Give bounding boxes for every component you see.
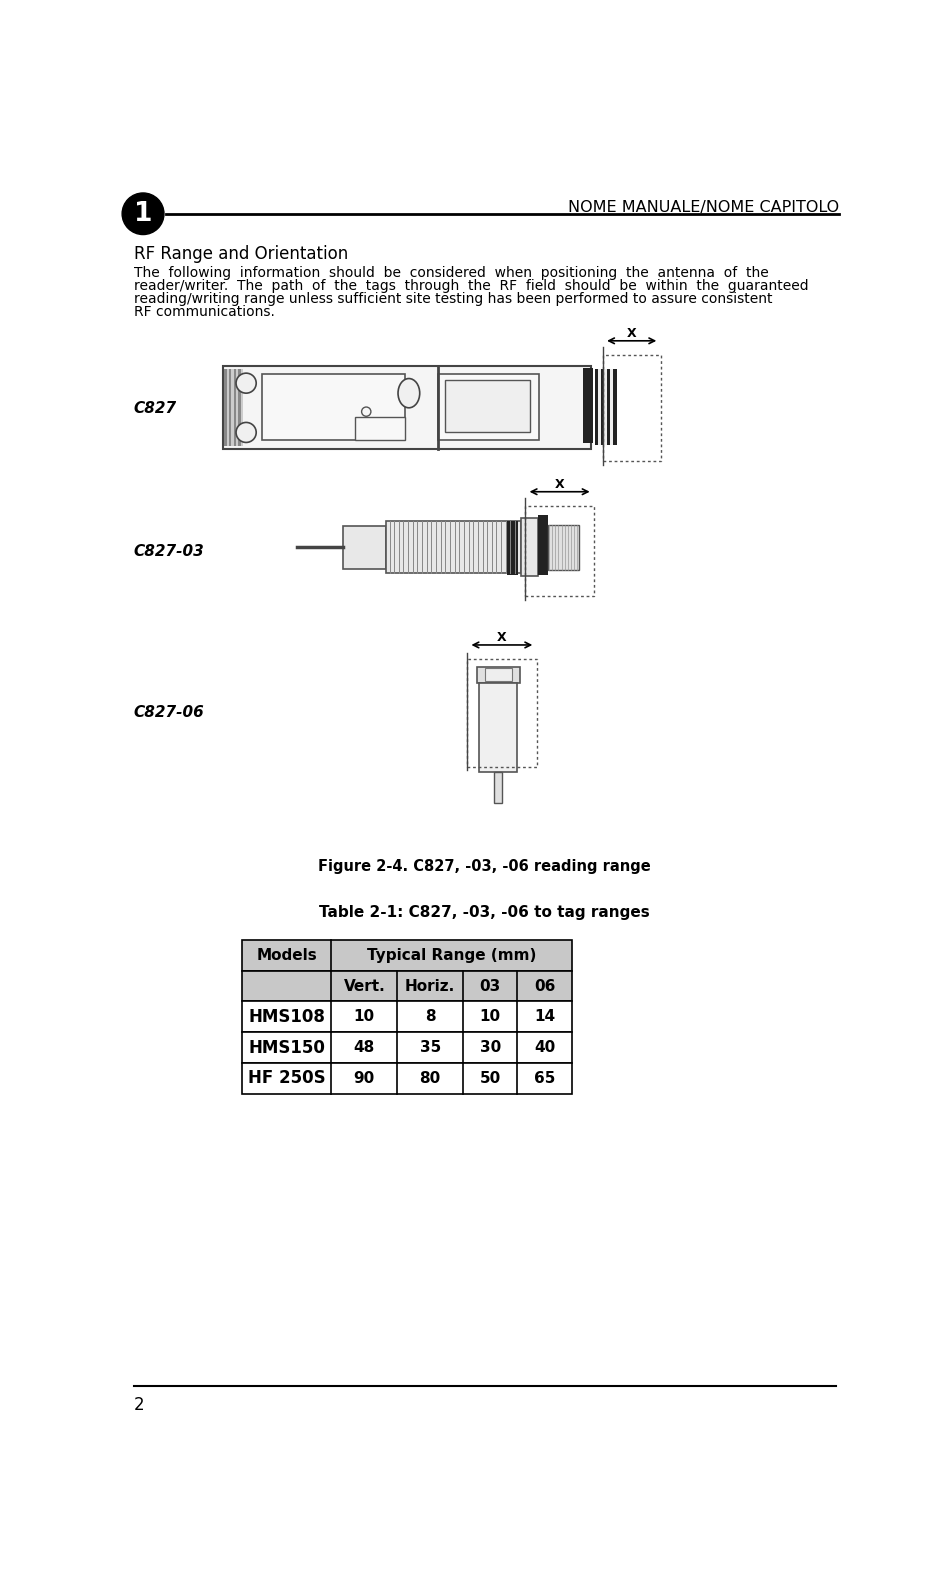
Text: HMS108: HMS108	[249, 1009, 325, 1026]
Text: 03: 03	[480, 979, 500, 993]
Bar	[484, 668, 512, 681]
Text: HMS150: HMS150	[249, 1039, 325, 1056]
Circle shape	[122, 192, 164, 235]
Bar	[229, 369, 232, 446]
Text: 10: 10	[480, 1009, 500, 1024]
Text: Models: Models	[256, 947, 317, 963]
Text: 06: 06	[534, 979, 555, 993]
Circle shape	[361, 407, 371, 416]
Text: 1: 1	[133, 200, 152, 227]
Text: 90: 90	[354, 1072, 375, 1086]
Bar	[521, 519, 538, 577]
Bar	[242, 971, 571, 1001]
Text: 65: 65	[534, 1072, 555, 1086]
Text: 50: 50	[480, 1072, 500, 1086]
Bar	[480, 684, 517, 772]
Text: 30: 30	[480, 1040, 500, 1056]
Bar	[223, 366, 591, 449]
Circle shape	[236, 422, 256, 443]
Bar	[494, 772, 502, 802]
Bar	[234, 369, 236, 446]
Text: RF Range and Orientation: RF Range and Orientation	[133, 244, 348, 263]
Text: 80: 80	[420, 1072, 441, 1086]
Text: X: X	[627, 328, 637, 340]
Bar	[438, 374, 539, 440]
Bar	[262, 374, 405, 440]
Text: C827-06: C827-06	[133, 704, 204, 720]
Bar	[386, 522, 521, 574]
Bar	[240, 369, 243, 446]
Text: Typical Range (mm): Typical Range (mm)	[367, 947, 536, 963]
Bar	[601, 369, 604, 444]
Text: C827-03: C827-03	[133, 544, 204, 558]
Bar	[242, 1001, 571, 1032]
Polygon shape	[296, 1039, 312, 1051]
Bar	[538, 515, 548, 575]
Text: HF 250S: HF 250S	[248, 1070, 325, 1087]
Circle shape	[236, 374, 256, 392]
Bar	[355, 418, 405, 440]
Bar	[613, 369, 617, 444]
Bar	[595, 369, 598, 444]
Text: Figure 2-4. C827, -03, -06 reading range: Figure 2-4. C827, -03, -06 reading range	[319, 859, 651, 875]
Bar	[467, 659, 536, 766]
Bar	[236, 369, 238, 446]
Bar	[525, 506, 594, 596]
Text: 14: 14	[534, 1009, 555, 1024]
Bar	[598, 369, 601, 444]
Ellipse shape	[398, 378, 420, 408]
Text: Table 2-1: C827, -03, -06 to tag ranges: Table 2-1: C827, -03, -06 to tag ranges	[320, 905, 650, 920]
Bar	[607, 369, 610, 444]
Bar	[603, 355, 660, 460]
Text: 8: 8	[425, 1009, 435, 1024]
Bar	[242, 1032, 571, 1064]
Bar	[445, 380, 530, 432]
Bar	[242, 1064, 571, 1094]
Bar	[227, 369, 229, 446]
Text: Horiz.: Horiz.	[405, 979, 455, 993]
Bar	[238, 369, 240, 446]
Text: X: X	[497, 632, 507, 645]
Text: The  following  information  should  be  considered  when  positioning  the  ant: The following information should be cons…	[133, 266, 768, 281]
Bar	[507, 522, 518, 575]
Text: X: X	[554, 478, 565, 492]
Bar	[232, 369, 234, 446]
Text: NOME MANUALE/NOME CAPITOLO: NOME MANUALE/NOME CAPITOLO	[568, 200, 839, 214]
Text: 40: 40	[534, 1040, 555, 1056]
Text: RF communications.: RF communications.	[133, 306, 274, 320]
Bar	[343, 526, 386, 569]
Bar	[604, 369, 607, 444]
Text: 35: 35	[420, 1040, 441, 1056]
Bar	[242, 939, 571, 971]
Bar	[610, 369, 613, 444]
Bar	[584, 367, 592, 443]
Text: 2: 2	[133, 1396, 145, 1415]
Text: 10: 10	[354, 1009, 375, 1024]
Bar	[224, 369, 227, 446]
Bar	[548, 525, 579, 569]
Text: 48: 48	[354, 1040, 375, 1056]
Bar	[477, 667, 519, 684]
Text: C827: C827	[133, 400, 177, 416]
Text: Vert.: Vert.	[343, 979, 385, 993]
Text: reading/writing range unless sufficient site testing has been performed to assur: reading/writing range unless sufficient …	[133, 292, 772, 306]
Text: reader/writer.  The  path  of  the  tags  through  the  RF  field  should  be  w: reader/writer. The path of the tags thro…	[133, 279, 809, 293]
